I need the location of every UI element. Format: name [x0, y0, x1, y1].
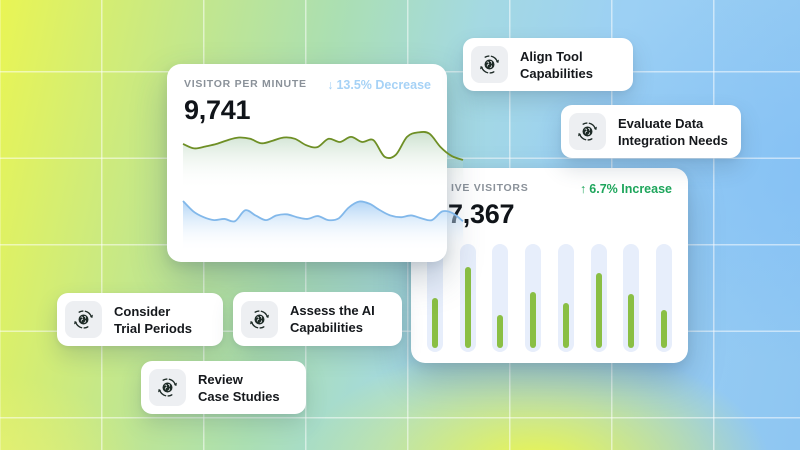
increase-badge: ↑ 6.7% Increase [580, 182, 672, 196]
bar-fill [464, 267, 471, 348]
chip-label-line1: Assess the AI [290, 303, 375, 318]
chip-label: Review Case Studies [198, 371, 280, 405]
chip-label-line2: Capabilities [290, 320, 363, 335]
arrow-up-icon: ↑ [580, 182, 587, 196]
chip-label-line2: Trial Periods [114, 320, 193, 336]
arrow-down-icon: ↓ [327, 78, 334, 92]
bar-fill [497, 314, 504, 348]
bar-track [655, 244, 672, 352]
chip-label-line1: Review [198, 371, 243, 387]
bar-chart [427, 244, 672, 352]
ai-brain-cycle-icon [149, 369, 186, 406]
chip-label-line2: Capabilities [520, 65, 593, 81]
visitor-per-minute-label: VISITOR PER MINUTE [184, 78, 307, 90]
bar-fill [432, 298, 438, 348]
chip-consider-trial-periods[interactable]: Consider Trial Periods [57, 293, 223, 346]
bar-track [557, 244, 574, 352]
chip-label-line1: Evaluate Data [618, 115, 704, 131]
visitor-per-minute-header: VISITOR PER MINUTE ↓ 13.5% Decrease [167, 64, 447, 92]
chip-align-tool-capabilities[interactable]: Align Tool Capabilities [463, 38, 633, 91]
visitor-per-minute-card: VISITOR PER MINUTE ↓ 13.5% Decrease 9,741 [167, 64, 447, 262]
ai-brain-cycle-icon [65, 301, 102, 338]
bar-track [459, 244, 476, 352]
ai-brain-cycle-icon [471, 46, 508, 83]
chip-label-line2: Case Studies [198, 388, 280, 404]
ai-brain-cycle-icon [241, 300, 278, 338]
chip-label: Consider Trial Periods [114, 303, 192, 337]
increase-text: 6.7% Increase [589, 182, 672, 196]
bar-fill [530, 291, 537, 348]
chip-label-line1: Align Tool [520, 48, 583, 64]
chip-label: Align Tool Capabilities [520, 48, 593, 82]
bar-fill [562, 302, 569, 348]
decrease-badge: ↓ 13.5% Decrease [327, 78, 431, 92]
green-area-sparkline [183, 126, 463, 190]
chip-label-line1: Consider [114, 303, 171, 319]
blue-area-sparkline [183, 194, 463, 252]
bar-track [525, 244, 542, 352]
chip-review-case-studies[interactable]: Review Case Studies [141, 361, 306, 414]
bar-track [492, 244, 509, 352]
chip-label: Evaluate Data Integration Needs [618, 115, 728, 149]
bar-track [590, 244, 607, 352]
bar-fill [628, 294, 635, 348]
bar-fill [595, 273, 602, 348]
visitor-per-minute-value: 9,741 [184, 95, 251, 125]
chip-evaluate-data-integration[interactable]: Evaluate Data Integration Needs [561, 105, 741, 158]
bar-track [623, 244, 640, 352]
decrease-text: 13.5% Decrease [336, 78, 431, 92]
chip-assess-ai-capabilities[interactable]: Assess the AI Capabilities [233, 292, 402, 346]
bar-fill [660, 310, 667, 348]
chip-label-line2: Integration Needs [618, 132, 728, 148]
chip-label: Assess the AI Capabilities [290, 302, 375, 336]
ai-brain-cycle-icon [569, 113, 606, 150]
